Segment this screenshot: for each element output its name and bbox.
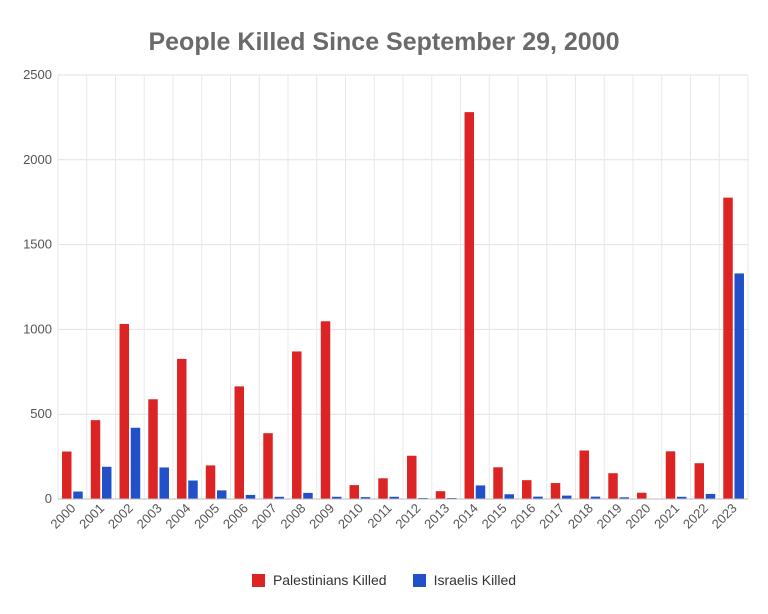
bar-israelis-2016 [533,496,543,499]
legend-swatch-palestinians [251,573,265,587]
bar-israelis-2022 [705,493,716,499]
bar-israelis-2015 [504,494,514,499]
y-tick-label: 1000 [23,321,52,336]
bar-israelis-2010 [360,497,371,499]
x-tick-label: 2002 [105,501,136,532]
bar-israelis-2002 [130,427,141,499]
x-tick-label: 2010 [335,501,366,532]
bar-palestinians-2021 [665,451,676,499]
bar-israelis-2008 [303,492,313,499]
bar-israelis-2000 [73,491,83,499]
bar-israelis-2004 [188,480,198,499]
bar-israelis-2011 [389,496,399,499]
y-tick-label: 2000 [23,152,52,167]
bar-palestinians-2018 [579,450,590,499]
bar-israelis-2014 [475,485,486,499]
x-tick-label: 2009 [306,501,337,532]
bar-palestinians-2009 [320,321,331,499]
x-tick-label: 2020 [622,501,653,532]
legend-label-palestinians: Palestinians Killed [272,572,387,588]
x-tick-label: 2022 [680,501,711,532]
bar-israelis-2019 [619,497,629,499]
x-tick-label: 2017 [536,501,567,532]
bar-palestinians-2019 [608,473,618,499]
bar-israelis-2012 [418,497,428,499]
bar-palestinians-2017 [550,483,561,499]
bar-palestinians-2015 [493,467,503,499]
bar-palestinians-2002 [119,323,130,499]
bar-israelis-2017 [561,495,572,499]
bar-palestinians-2010 [349,485,360,499]
bar-israelis-2018 [590,496,601,499]
bar-palestinians-2006 [234,386,245,499]
bar-palestinians-2013 [435,491,446,499]
bar-palestinians-2004 [177,358,187,499]
bar-israelis-2005 [216,490,227,499]
legend: Palestinians Killed Israelis Killed [0,572,768,588]
legend-swatch-israelis [412,573,426,587]
bar-israelis-2001 [101,466,112,499]
bar-israelis-2006 [245,494,256,499]
x-tick-label: 2001 [76,501,107,532]
x-tick-label: 2006 [220,501,251,532]
x-tick-label: 2003 [134,501,165,532]
bar-palestinians-2016 [522,480,532,499]
y-tick-label: 2500 [23,67,52,82]
bar-palestinians-2000 [62,451,72,499]
x-tick-label: 2008 [277,501,308,532]
bar-palestinians-2007 [263,433,273,499]
x-tick-label: 2021 [651,501,682,532]
bar-israelis-2007 [274,496,284,499]
bar-palestinians-2020 [637,492,647,499]
x-tick-label: 2015 [479,501,510,532]
bar-palestinians-2003 [148,399,158,499]
x-tick-label: 2013 [421,501,452,532]
y-tick-label: 0 [45,491,52,506]
legend-label-israelis: Israelis Killed [433,572,517,588]
x-tick-label: 2011 [364,501,394,531]
bar-palestinians-2011 [378,478,388,499]
x-tick-label: 2016 [507,501,538,532]
x-tick-label: 2007 [249,501,280,532]
bar-palestinians-2023 [723,197,733,500]
bar-palestinians-2008 [292,351,302,499]
legend-item-palestinians[interactable]: Palestinians Killed [251,572,387,588]
bar-israelis-2009 [331,496,342,499]
x-tick-label: 2014 [450,501,481,532]
chart-title: People Killed Since September 29, 2000 [148,28,620,56]
bar-palestinians-2012 [407,455,417,499]
x-tick-label: 2004 [162,501,193,532]
legend-item-israelis[interactable]: Israelis Killed [412,572,517,588]
x-tick-label: 2019 [594,501,625,532]
x-tick-label: 2023 [709,501,740,532]
bar-israelis-2003 [159,467,169,499]
bar-palestinians-2014 [464,112,475,500]
bar-israelis-2013 [446,497,457,499]
bar-palestinians-2005 [205,465,216,499]
x-tick-label: 2012 [392,501,423,532]
bar-palestinians-2022 [694,463,705,499]
x-tick-label: 2000 [47,501,78,532]
bar-israelis-2023 [734,273,744,499]
x-tick-label: 2018 [565,501,596,532]
bar-israelis-2021 [676,496,687,499]
y-tick-label: 500 [30,406,52,421]
x-tick-label: 2005 [191,501,222,532]
bar-palestinians-2001 [90,420,101,499]
y-tick-label: 1500 [23,237,52,252]
